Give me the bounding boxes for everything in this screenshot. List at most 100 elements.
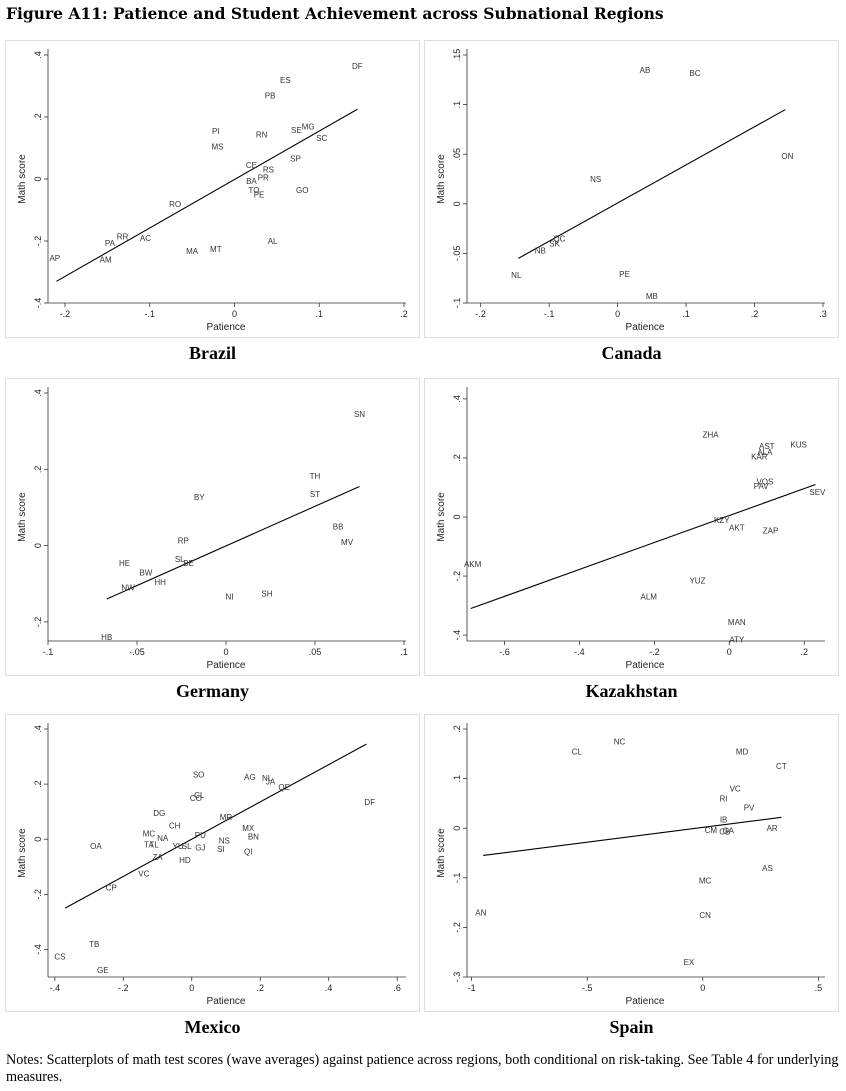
x-tick-label: -.2 — [118, 983, 129, 993]
x-tick-label: 0 — [615, 309, 620, 319]
point-label: CS — [54, 952, 65, 961]
point-label: MR — [220, 813, 233, 822]
point-label: CT — [776, 762, 787, 771]
point-label: BN — [248, 832, 259, 841]
y-tick-label: 0 — [452, 514, 462, 519]
y-tick-label: .2 — [452, 454, 462, 462]
fitted-line — [64, 743, 367, 909]
point-label: CH — [169, 821, 181, 830]
panel-brazil: -.2 -.1 0 .1 .2 -.4 -.2 0 .2 .4 Patience Math score… — [5, 40, 420, 338]
point-label: SI — [217, 845, 225, 854]
panel-caption-brazil: Brazil — [189, 343, 236, 363]
x-tick-label: 0 — [700, 983, 705, 993]
point-label: AB — [640, 66, 651, 75]
x-tick-label: .4 — [325, 983, 333, 993]
x-axis-title: Patience — [207, 996, 246, 1007]
y-tick-label: 0 — [452, 826, 462, 831]
point-label: MA — [186, 247, 199, 256]
point-label: VOS — [756, 478, 773, 487]
y-tick-label: .1 — [452, 775, 462, 783]
x-tick-label: -.2 — [475, 309, 486, 319]
point-label: MC — [699, 876, 712, 885]
y-tick-label: -.2 — [452, 922, 462, 933]
scatter-plot-kazakhstan: -.6 -.4 -.2 0 .2 -.4 -.2 0 .2 .4 Patience Math scor… — [436, 387, 826, 671]
y-tick-label: -.1 — [452, 298, 462, 309]
y-tick-label: 0 — [33, 176, 43, 181]
point-label: CP — [106, 883, 117, 892]
point-label: TO — [248, 186, 259, 195]
point-label: AP — [49, 254, 60, 263]
point-label: SK — [549, 239, 560, 248]
point-label: ZHA — [703, 430, 720, 439]
y-tick-label: .1 — [452, 101, 462, 109]
y-tick-label: .05 — [452, 148, 462, 161]
point-label: MB — [646, 292, 658, 301]
x-tick-label: .05 — [309, 647, 322, 657]
point-label: SC — [316, 134, 327, 143]
point-label: PU — [195, 831, 206, 840]
y-tick-label: 0 — [452, 201, 462, 206]
panel-mexico: -.4 -.2 0 .2 .4 .6 -.4 -.2 0 .2 .4 Patience Math sco… — [5, 714, 420, 1012]
x-tick-label: .5 — [815, 983, 823, 993]
point-label: SP — [290, 155, 301, 164]
point-label: DF — [352, 62, 363, 71]
point-label: SO — [193, 770, 205, 779]
point-label: NL — [262, 774, 273, 783]
point-label: QC — [553, 235, 565, 244]
y-tick-label: -.1 — [452, 873, 462, 884]
x-tick-label: 0 — [223, 647, 228, 657]
point-label: PV — [744, 803, 755, 812]
point-label: YUZ — [689, 576, 705, 585]
point-label: GJ — [195, 843, 205, 852]
fitted-line — [483, 816, 782, 857]
point-label: ALM — [641, 593, 658, 602]
x-tick-label: 0 — [727, 647, 732, 657]
point-label: RI — [720, 794, 728, 803]
point-label: MG — [302, 122, 315, 131]
x-tick-label: .6 — [393, 983, 401, 993]
point-label: CB — [719, 828, 730, 837]
x-tick-label: 0 — [232, 309, 237, 319]
panel-caption-mexico: Mexico — [184, 1017, 241, 1037]
x-tick-label: -.2 — [649, 647, 660, 657]
y-tick-label: -.05 — [452, 246, 462, 262]
point-label: SL — [182, 842, 192, 851]
point-label: MC — [143, 830, 156, 839]
panel-spain: -1 -.5 0 .5 -.3 -.2 -.1 0 .1 .2 Patience Math score… — [424, 714, 839, 1012]
point-label: MT — [210, 245, 222, 254]
point-label: MV — [341, 538, 354, 547]
x-axis-title: Patience — [207, 660, 246, 671]
y-tick-label: -.3 — [452, 972, 462, 983]
x-tick-label: .1 — [682, 309, 690, 319]
point-label: PB — [265, 91, 276, 100]
figure-notes: Notes: Scatterplots of math test scores … — [6, 1052, 839, 1085]
point-label: KUS — [790, 441, 806, 450]
point-label: BB — [333, 523, 344, 532]
y-axis-title: Math score — [17, 154, 28, 204]
point-label: KZY — [714, 516, 730, 525]
point-label: GO — [296, 186, 308, 195]
y-tick-label: -.2 — [33, 236, 43, 247]
point-label: IB — [720, 815, 728, 824]
point-label: ALA — [757, 448, 773, 457]
point-label: DF — [364, 798, 375, 807]
x-axis-title: Patience — [626, 996, 665, 1007]
x-tick-label: .2 — [256, 983, 264, 993]
scatter-plot-spain: -1 -.5 0 .5 -.3 -.2 -.1 0 .1 .2 Patience Math score… — [436, 723, 825, 1007]
point-label: SH — [261, 589, 272, 598]
point-label: KAR — [751, 452, 768, 461]
point-label: CL — [572, 747, 583, 756]
point-label: SEV — [809, 488, 826, 497]
scatter-plot-mexico: -.4 -.2 0 .2 .4 .6 -.4 -.2 0 .2 .4 Patience Math sco… — [17, 723, 406, 1007]
x-tick-label: -1 — [468, 983, 476, 993]
y-tick-label: .2 — [33, 780, 43, 788]
y-tick-label: -.2 — [33, 617, 43, 628]
y-tick-label: .4 — [452, 395, 462, 403]
point-label: AKT — [729, 523, 745, 532]
x-tick-label: -.1 — [544, 309, 555, 319]
point-label: ATY — [729, 636, 745, 645]
point-label: SN — [354, 410, 365, 419]
x-tick-label: .2 — [801, 647, 809, 657]
y-tick-label: .4 — [33, 51, 43, 59]
point-label: ST — [310, 490, 320, 499]
